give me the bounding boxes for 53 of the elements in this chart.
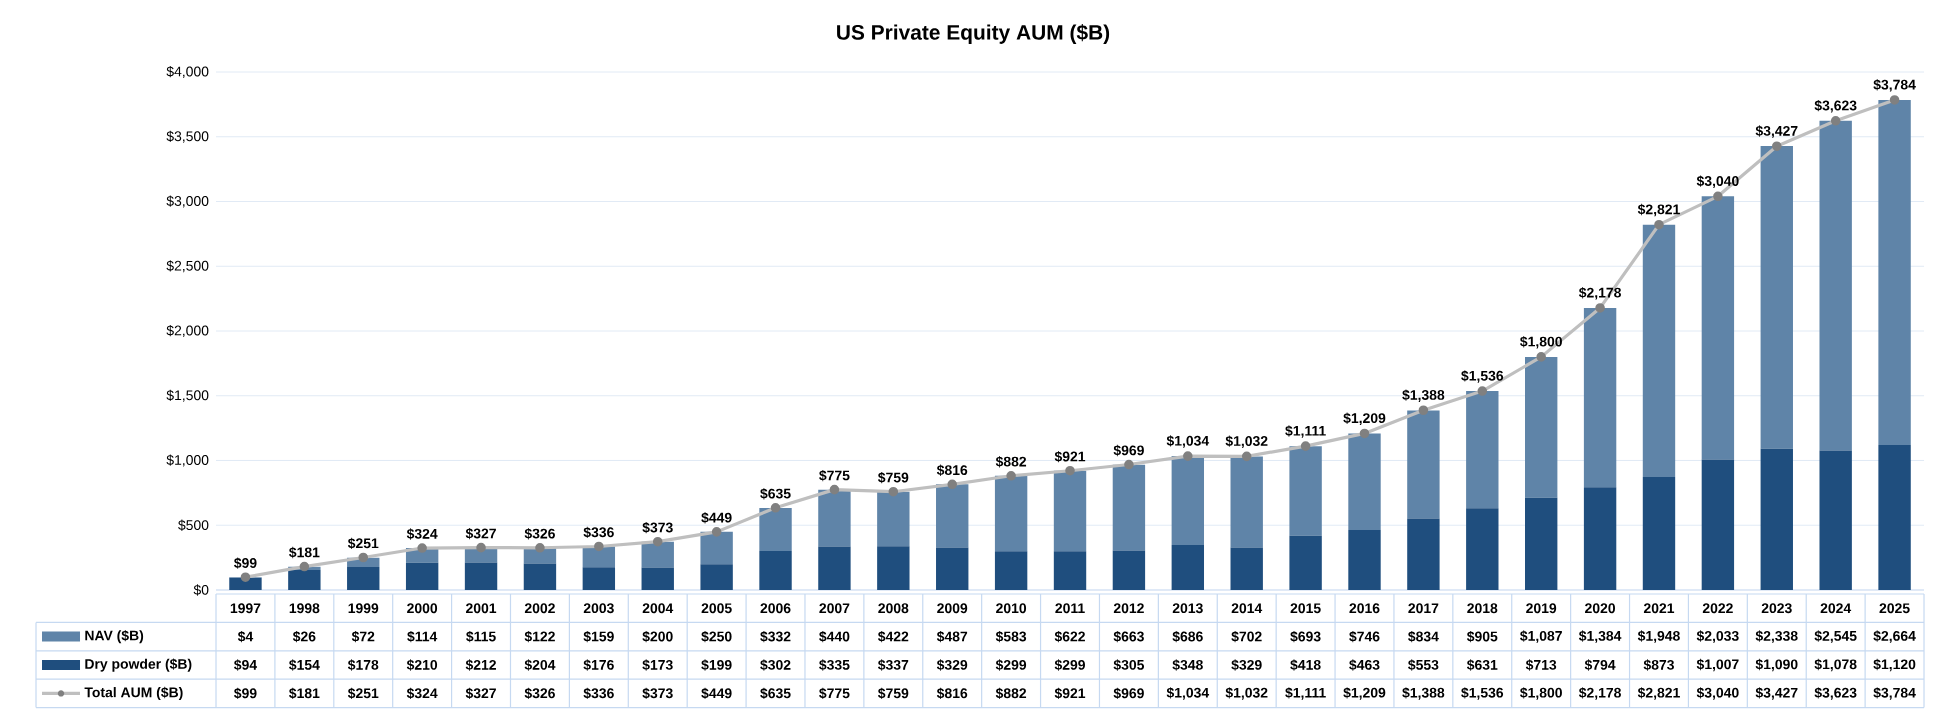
- bar: [1878, 444, 1911, 590]
- bar: [700, 531, 733, 565]
- bar: [1466, 391, 1499, 509]
- bar: [1348, 530, 1381, 590]
- bar: [994, 475, 1028, 552]
- bar: [1171, 456, 1205, 545]
- bar: [582, 546, 616, 568]
- bar: [229, 577, 262, 590]
- bar: [936, 547, 969, 590]
- bar: [1112, 464, 1146, 551]
- bar: [1642, 224, 1676, 477]
- bar: [347, 566, 380, 590]
- bar: [405, 562, 439, 590]
- bar: [288, 570, 321, 590]
- bar: [818, 546, 851, 590]
- bar: [1230, 547, 1263, 590]
- bar: [759, 507, 792, 551]
- bar: [1171, 544, 1205, 590]
- bar: [582, 567, 616, 590]
- bar: [818, 489, 851, 547]
- bar: [641, 567, 674, 590]
- bar: [1112, 550, 1146, 590]
- bar: [759, 550, 792, 590]
- bar: [877, 491, 910, 547]
- bar: [1466, 508, 1499, 590]
- bar: [1407, 518, 1440, 590]
- bar: [1525, 356, 1558, 498]
- bar: [1583, 307, 1617, 488]
- bar: [641, 541, 674, 568]
- bar: [523, 563, 557, 590]
- bar: [1701, 196, 1735, 460]
- bar: [1407, 410, 1440, 519]
- bar: [1525, 497, 1558, 590]
- bar: [1760, 448, 1793, 590]
- bar: [1583, 487, 1617, 590]
- bar: [1642, 476, 1676, 590]
- bar: [1348, 433, 1381, 531]
- bar: [1289, 535, 1322, 590]
- bar: [994, 551, 1028, 590]
- bar: [1878, 99, 1911, 445]
- bar: [936, 484, 969, 548]
- chart-title: US Private Equity AUM ($B): [837, 24, 1110, 44]
- bar: [464, 562, 498, 590]
- bar: [1819, 450, 1852, 590]
- bar: [1053, 470, 1087, 552]
- bar: [1053, 551, 1087, 590]
- bar: [1701, 459, 1735, 590]
- bar: [1760, 146, 1793, 449]
- bar: [877, 546, 910, 590]
- bar: [1289, 446, 1322, 536]
- bar: [1819, 120, 1852, 451]
- bar: [1230, 456, 1263, 548]
- bar: [700, 564, 733, 590]
